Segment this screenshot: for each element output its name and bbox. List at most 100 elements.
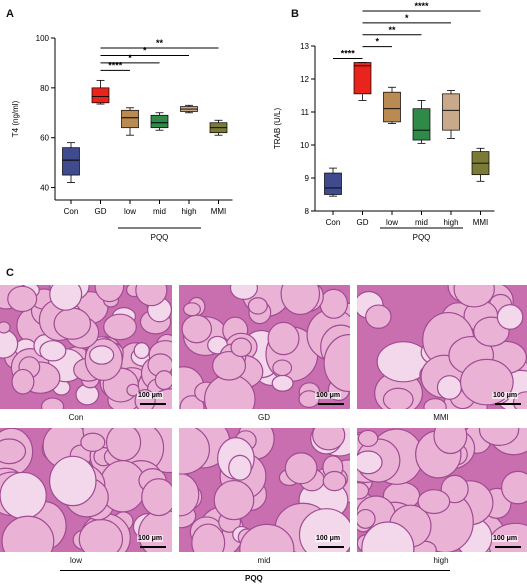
follicle: [323, 334, 350, 393]
follicle: [89, 345, 115, 365]
tissue-texture: [179, 428, 350, 552]
follicle: [361, 521, 415, 552]
x-tick-label: mid: [415, 218, 428, 227]
follicle: [501, 470, 527, 505]
follicle: [312, 428, 346, 451]
box-gd: [353, 62, 372, 95]
box-mid: [412, 108, 431, 141]
follicle: [230, 337, 252, 358]
follicle: [0, 321, 11, 334]
y-tick-label: 9: [305, 174, 310, 183]
x-tick-label: high: [181, 207, 196, 216]
follicle: [78, 518, 124, 552]
follicle: [11, 368, 35, 395]
scale-bar-label: 100 μm: [315, 535, 342, 542]
scale-bar-label: 100 μm: [492, 535, 519, 542]
follicle: [135, 285, 168, 307]
follicle: [183, 302, 201, 317]
follicle: [365, 304, 392, 329]
follicle: [228, 454, 252, 481]
follicle: [212, 350, 247, 381]
box-low: [383, 91, 401, 123]
box-high: [442, 93, 460, 131]
y-tick-label: 60: [40, 134, 49, 143]
histology-label: Con: [68, 413, 84, 422]
histology-label: mid: [257, 556, 271, 565]
panel-letter-c: C: [6, 267, 14, 279]
scale-bar-label: 100 μm: [137, 392, 164, 399]
panel-letter-b: B: [291, 8, 299, 20]
follicle: [103, 313, 137, 341]
x-tick-label: low: [386, 218, 398, 227]
histology-image: 100 μm: [179, 285, 350, 409]
x-tick-label: MMI: [211, 207, 227, 216]
follicle: [319, 288, 349, 319]
scale-bar-label: 100 μm: [137, 535, 164, 542]
scale-bar: [495, 546, 521, 548]
box-con: [324, 172, 342, 195]
trab-box-chart: 8 9 10 11 12 13 TRAB (U/L) Con GD low mid high MMI PQ…: [273, 1, 495, 242]
follicle: [436, 375, 463, 400]
tissue-texture: [179, 285, 350, 409]
box-mid: [150, 114, 169, 129]
follicle: [7, 285, 38, 313]
x-tick-label: high: [443, 218, 458, 227]
follicle: [357, 450, 383, 475]
follicle: [80, 432, 106, 452]
pqq-group-label: PQQ: [245, 574, 263, 583]
histology-image: 100 μm: [357, 285, 527, 409]
histology-image: 100 μm: [0, 428, 172, 552]
follicle: [49, 455, 97, 507]
follicle: [133, 342, 150, 359]
follicle: [0, 438, 27, 465]
y-tick-label: 13: [300, 42, 309, 51]
scale-bar: [140, 546, 166, 548]
histology-label: GD: [258, 413, 270, 422]
y-tick-label: 100: [36, 34, 50, 43]
histology-label: MMI: [433, 413, 449, 422]
scale-bar: [318, 546, 344, 548]
follicle: [191, 523, 226, 552]
follicle: [496, 304, 524, 330]
scale-bar: [318, 403, 344, 405]
x-tick-label: low: [124, 207, 136, 216]
tissue-texture: [0, 285, 172, 409]
follicle: [39, 340, 67, 362]
x-tick-label: Con: [64, 207, 79, 216]
y-axis-label: T4 (ng/ml): [11, 100, 20, 137]
x-tick-label: GD: [357, 218, 369, 227]
x-tick-label: mid: [153, 207, 166, 216]
follicle: [247, 297, 268, 315]
significance-label: **: [388, 25, 396, 35]
follicle: [49, 285, 83, 311]
follicle: [229, 285, 258, 301]
x-tick-label: GD: [95, 207, 107, 216]
significance-label: ****: [341, 49, 356, 59]
follicle: [272, 359, 293, 377]
y-tick-label: 11: [301, 108, 310, 117]
significance-label: *: [375, 37, 379, 47]
significance-label: *: [143, 45, 147, 55]
pqq-bracket-line: [60, 570, 450, 571]
follicle: [179, 428, 210, 475]
follicle: [0, 471, 47, 520]
follicle: [1, 515, 55, 552]
box-low: [121, 109, 139, 129]
follicle: [181, 314, 213, 344]
follicle: [53, 307, 92, 340]
box-gd: [91, 87, 110, 104]
tissue-texture: [357, 428, 527, 552]
follicle: [280, 285, 321, 316]
follicle: [126, 383, 140, 397]
scale-bar: [140, 403, 166, 405]
follicle: [357, 508, 376, 529]
significance-label: ****: [108, 60, 123, 70]
follicle: [271, 374, 294, 392]
y-tick-label: 10: [300, 141, 309, 150]
follicle: [357, 429, 379, 448]
y-tick-label: 12: [300, 75, 309, 84]
scale-bar-label: 100 μm: [492, 392, 519, 399]
histology-label: high: [433, 556, 449, 565]
panel-letter-a: A: [6, 8, 14, 20]
follicle: [322, 470, 347, 492]
